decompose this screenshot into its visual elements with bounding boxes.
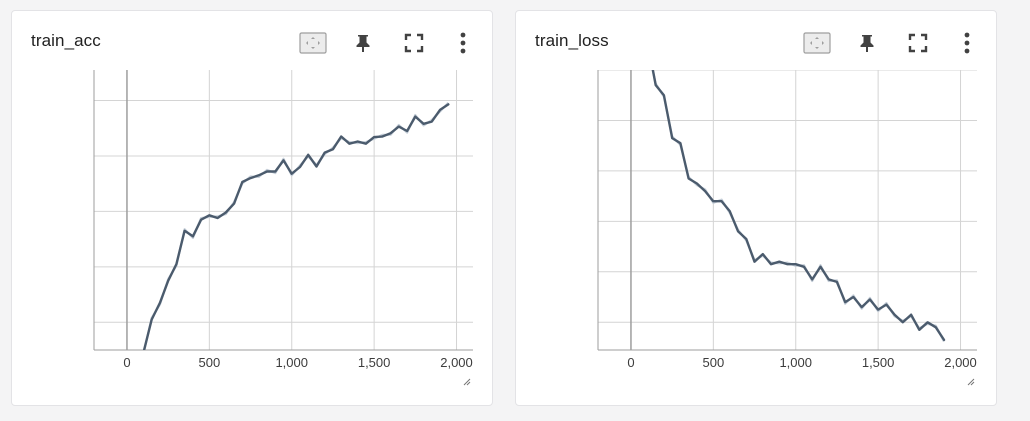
series-raw-line: [651, 70, 945, 343]
more-vert-icon[interactable]: [448, 28, 478, 58]
series-raw-line: [143, 102, 450, 350]
y-tick-label: 0.6: [69, 259, 87, 274]
x-tick-label: 0: [627, 355, 634, 370]
series-line[interactable]: [142, 103, 450, 352]
y-tick-label: 0.7: [69, 204, 87, 219]
x-tick-label: 0: [123, 355, 130, 370]
pin-icon[interactable]: [348, 28, 378, 58]
chart-card-train-loss: train_loss 0.4 0.6 0.8 1 1.2 1.4 0 500 1,000 1,50…: [515, 10, 997, 406]
more-vert-icon[interactable]: [952, 28, 982, 58]
chart-title: train_loss: [535, 31, 609, 50]
fullscreen-icon[interactable]: [903, 28, 933, 58]
train-acc-plot[interactable]: 0.5 0.6 0.7 0.8 0.9 0 500 1,000 1,500 2,000: [12, 11, 494, 407]
pin-icon[interactable]: [852, 28, 882, 58]
y-tick-label: 0.5: [69, 315, 87, 330]
resize-handle-icon[interactable]: [463, 378, 471, 386]
y-tick-label: 0.6: [573, 264, 591, 279]
y-tick-label: 0.8: [69, 148, 87, 163]
fit-domain-icon[interactable]: [802, 28, 832, 58]
y-tick-label: 0.8: [573, 214, 591, 229]
fullscreen-icon[interactable]: [399, 28, 429, 58]
x-tick-label: 2,000: [440, 355, 473, 370]
train-loss-plot[interactable]: 0.4 0.6 0.8 1 1.2 1.4 0 500 1,000 1,500 2,000: [516, 11, 998, 407]
series-line[interactable]: [651, 68, 946, 342]
y-tick-label: 1.2: [573, 113, 591, 128]
x-tick-label: 2,000: [944, 355, 977, 370]
chart-title: train_acc: [31, 31, 101, 50]
x-tick-label: 1,500: [358, 355, 391, 370]
x-tick-label: 1,000: [275, 355, 308, 370]
x-tick-label: 1,500: [862, 355, 895, 370]
y-tick-label: 1: [584, 163, 591, 178]
resize-handle-icon[interactable]: [967, 378, 975, 386]
x-tick-label: 500: [198, 355, 220, 370]
y-tick-label: 0.9: [69, 93, 87, 108]
x-tick-label: 500: [702, 355, 724, 370]
fit-domain-icon[interactable]: [298, 28, 328, 58]
x-tick-label: 1,000: [779, 355, 812, 370]
y-tick-label: 1.4: [573, 63, 591, 78]
y-tick-label: 0.4: [573, 315, 591, 330]
chart-card-train-acc: train_acc 0.5 0.6 0.7 0.8 0.9 0 500 1,000 1,500 2…: [11, 10, 493, 406]
